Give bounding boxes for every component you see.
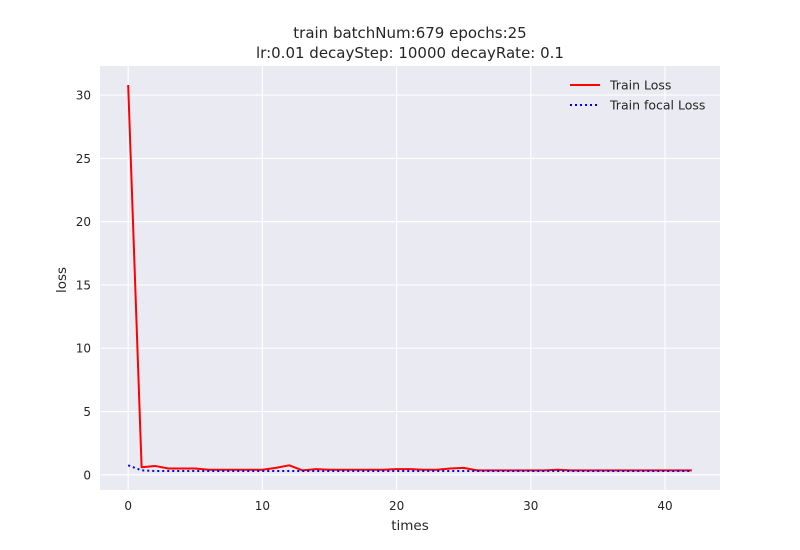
y-axis-label: loss xyxy=(54,267,70,293)
legend: Train Loss Train focal Loss xyxy=(570,78,705,113)
y-tick-label: 5 xyxy=(83,405,91,419)
x-tick-label: 0 xyxy=(124,499,132,513)
y-tick-label: 0 xyxy=(83,468,91,482)
y-tick-label: 10 xyxy=(76,342,91,356)
chart-subtitle: lr:0.01 decayStep: 10000 decayRate: 0.1 xyxy=(256,44,564,62)
y-tick-label: 25 xyxy=(76,152,91,166)
series-lines xyxy=(127,84,692,473)
x-tick-label: 20 xyxy=(389,499,404,513)
grid xyxy=(100,66,720,490)
series-line-train-focal-loss xyxy=(127,464,692,473)
x-tick-label: 30 xyxy=(523,499,538,513)
x-axis-label: times xyxy=(391,518,429,534)
x-tick-label: 10 xyxy=(255,499,270,513)
legend-label: Train focal Loss xyxy=(609,98,705,113)
y-tick-label: 30 xyxy=(76,89,91,103)
y-tick-label: 20 xyxy=(76,215,91,229)
legend-label: Train Loss xyxy=(609,78,671,93)
y-tick-label: 15 xyxy=(76,278,91,292)
tick-labels: 0 10 20 30 40 0 5 10 15 20 25 30 xyxy=(76,89,673,513)
plot-area xyxy=(100,66,720,490)
x-tick-label: 40 xyxy=(657,499,672,513)
chart-title: train batchNum:679 epochs:25 xyxy=(293,24,526,42)
